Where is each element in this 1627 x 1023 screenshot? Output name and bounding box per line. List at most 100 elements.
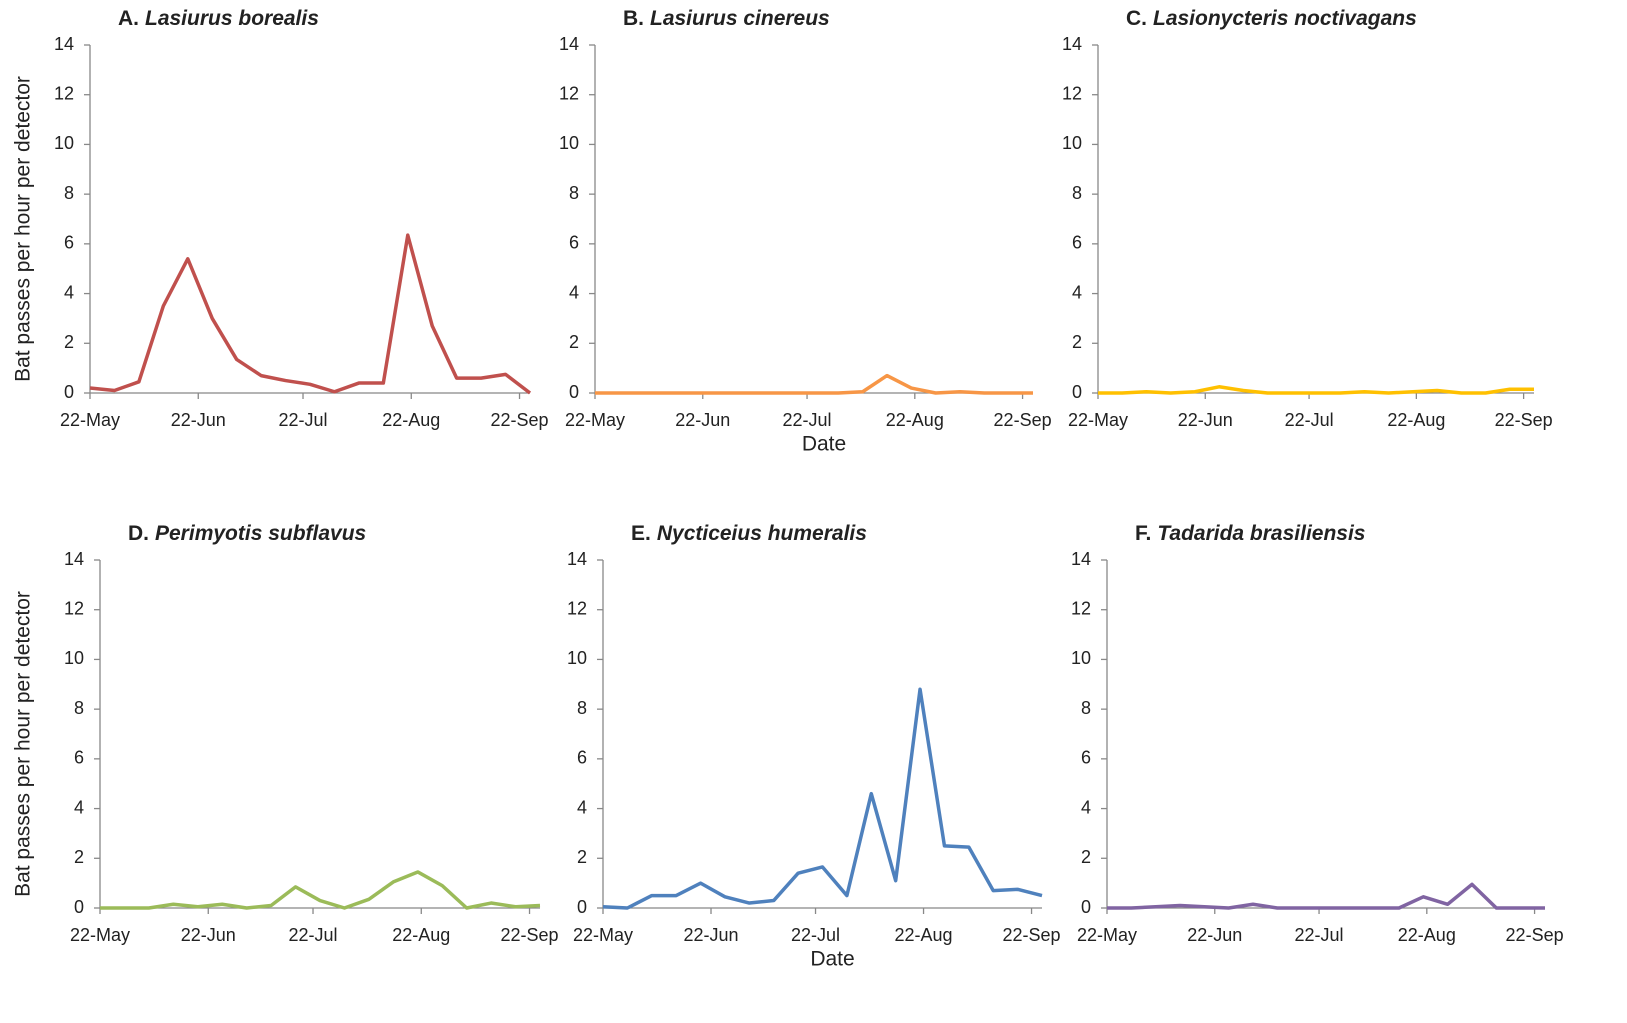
x-tick-label: 22-Jul [783,410,832,430]
x-tick-label: 22-Aug [392,925,450,945]
y-tick-label: 14 [54,34,74,54]
y-tick-label: 0 [64,382,74,402]
y-tick-label: 2 [1072,332,1082,352]
y-tick-label: 0 [569,382,579,402]
x-tick-label: 22-Jun [1187,925,1242,945]
y-tick-label: 10 [1062,133,1082,153]
species-name: Perimyotis subflavus [155,522,366,545]
y-tick-label: 12 [64,598,84,618]
x-tick-label: 22-Sep [1003,925,1061,945]
x-tick-label: 22-May [573,925,633,945]
y-tick-label: 6 [577,748,587,768]
x-tick-label: 22-Sep [1495,410,1553,430]
x-tick-label: 22-Jun [1178,410,1233,430]
x-tick-label: 22-May [70,925,130,945]
y-tick-label: 2 [1081,847,1091,867]
y-tick-label: 8 [1072,183,1082,203]
x-tick-label: 22-Jun [683,925,738,945]
x-tick-label: 22-Jul [791,925,840,945]
y-tick-label: 8 [1081,698,1091,718]
x-tick-label: 22-Sep [994,410,1052,430]
y-tick-label: 10 [64,648,84,668]
y-tick-label: 14 [1071,549,1091,569]
y-tick-label: 6 [569,233,579,253]
y-tick-label: 12 [54,83,74,103]
y-tick-label: 12 [559,83,579,103]
x-tick-label: 22-Aug [886,410,944,430]
x-tick-label: 22-Aug [382,410,440,430]
x-axis-label: Date [810,948,854,971]
x-tick-label: 22-Jun [181,925,236,945]
chart-title: A. Lasiurus borealis [118,7,319,30]
y-tick-label: 0 [1072,382,1082,402]
data-line [1098,385,1534,395]
species-name: Nycticeius humeralis [657,522,867,545]
y-tick-label: 14 [1062,34,1082,54]
y-tick-label: 8 [577,698,587,718]
panel-label: F. [1135,522,1151,545]
y-tick-label: 14 [559,34,579,54]
panel-label: B. [623,7,644,30]
y-tick-label: 10 [54,133,74,153]
y-tick-label: 4 [74,797,84,817]
y-tick-label: 4 [577,797,587,817]
y-tick-label: 8 [569,183,579,203]
y-tick-label: 2 [64,332,74,352]
y-tick-label: 10 [567,648,587,668]
y-tick-label: 14 [64,549,84,569]
x-tick-label: 22-Aug [895,925,953,945]
chart-title: E. Nycticeius humeralis [631,522,867,545]
x-axis-label: Date [802,433,846,456]
x-tick-label: 22-Sep [501,925,559,945]
y-tick-label: 2 [569,332,579,352]
y-tick-label: 10 [559,133,579,153]
panel-label: A. [118,7,139,30]
species-name: Tadarida brasiliensis [1157,522,1365,545]
panel-label: E. [631,522,651,545]
y-tick-label: 4 [569,282,579,302]
y-tick-label: 4 [64,282,74,302]
species-name: Lasiurus borealis [145,7,319,30]
chart-title: D. Perimyotis subflavus [128,522,366,545]
x-tick-label: 22-Jun [171,410,226,430]
x-tick-label: 22-Sep [1506,925,1564,945]
y-tick-label: 2 [74,847,84,867]
x-tick-label: 22-Jul [279,410,328,430]
data-line [602,687,1043,910]
y-tick-label: 8 [64,183,74,203]
species-name: Lasionycteris noctivagans [1153,7,1417,30]
y-tick-label: 12 [1062,83,1082,103]
x-tick-label: 22-Jun [675,410,730,430]
species-name: Lasiurus cinereus [650,7,830,30]
y-tick-label: 0 [577,897,587,917]
data-line [100,870,541,910]
data-line [595,373,1033,395]
x-tick-label: 22-May [565,410,625,430]
panel-label: D. [128,522,149,545]
y-tick-label: 6 [1081,748,1091,768]
data-line [1107,882,1545,910]
x-tick-label: 22-May [60,410,120,430]
x-tick-label: 22-Sep [491,410,549,430]
panel-label: C. [1126,7,1147,30]
y-axis-label: Bat passes per hour per detector [12,591,35,897]
y-tick-label: 6 [1072,233,1082,253]
y-tick-label: 6 [74,748,84,768]
y-axis-label: Bat passes per hour per detector [12,76,35,382]
data-line [89,233,532,395]
y-tick-label: 8 [74,698,84,718]
chart-title: F. Tadarida brasiliensis [1135,522,1366,545]
y-tick-label: 4 [1072,282,1082,302]
x-tick-label: 22-Jul [1295,925,1344,945]
x-tick-label: 22-Aug [1398,925,1456,945]
x-tick-label: 22-May [1077,925,1137,945]
x-tick-label: 22-May [1068,410,1128,430]
x-tick-label: 22-Jul [289,925,338,945]
y-tick-label: 10 [1071,648,1091,668]
y-tick-label: 14 [567,549,587,569]
y-tick-label: 12 [1071,598,1091,618]
chart-title: C. Lasionycteris noctivagans [1126,7,1417,30]
chart-title: B. Lasiurus cinereus [623,7,830,30]
y-tick-label: 0 [1081,897,1091,917]
